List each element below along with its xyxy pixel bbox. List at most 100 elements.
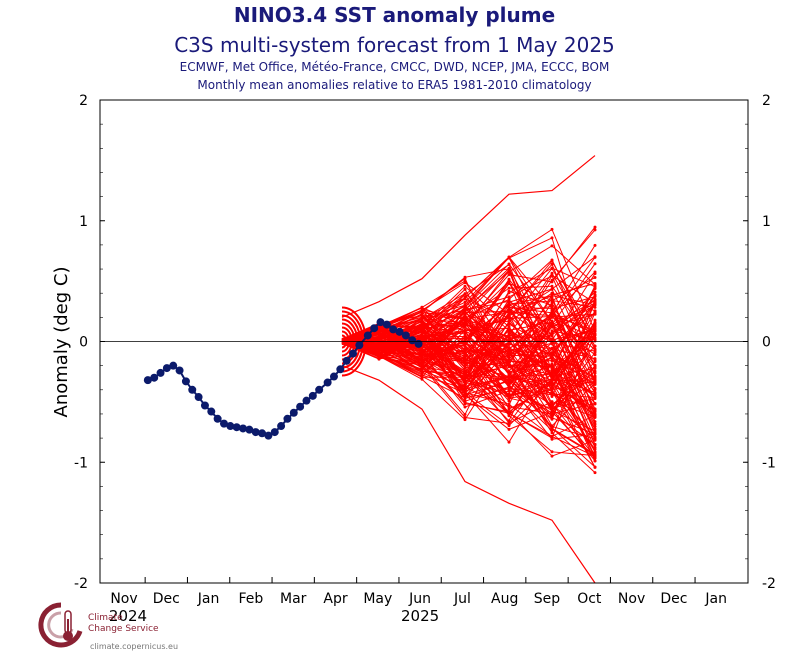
forecast-member-point bbox=[593, 382, 597, 386]
forecast-member-point bbox=[463, 284, 467, 288]
forecast-member-point bbox=[507, 421, 511, 425]
y-tick-label: 0 bbox=[79, 335, 88, 351]
observed-point bbox=[289, 408, 298, 417]
y-tick-label: -2 bbox=[74, 576, 88, 592]
observed-point bbox=[401, 331, 410, 340]
forecast-member-point bbox=[593, 402, 597, 406]
observed-point bbox=[355, 341, 364, 350]
forecast-member-point bbox=[593, 270, 597, 274]
forecast-member-point bbox=[463, 412, 467, 416]
systems-list: ECMWF, Met Office, Météo-France, CMCC, D… bbox=[179, 60, 610, 74]
forecast-member-point bbox=[593, 465, 597, 469]
forecast-member-point bbox=[377, 341, 381, 345]
forecast-member-point bbox=[593, 420, 597, 424]
forecast-member-point bbox=[463, 396, 467, 400]
forecast-member-point bbox=[463, 329, 467, 333]
forecast-member-point bbox=[593, 225, 597, 229]
observed-point bbox=[382, 320, 391, 329]
x-tick-label: Aug bbox=[491, 591, 518, 607]
forecast-member-point bbox=[550, 412, 554, 416]
forecast-member-point bbox=[550, 311, 554, 315]
x-tick-label: Nov bbox=[110, 591, 137, 607]
forecast-lower-member bbox=[341, 365, 596, 584]
forecast-member-point bbox=[593, 414, 597, 418]
forecast-member-point bbox=[463, 310, 467, 314]
observed-point bbox=[213, 414, 222, 423]
forecast-member-point bbox=[420, 349, 424, 353]
forecast-member-point bbox=[507, 359, 511, 363]
observed-point bbox=[207, 407, 216, 416]
forecast-member-point bbox=[377, 338, 381, 342]
y-tick-label-right: -1 bbox=[762, 455, 776, 471]
forecast-member-point bbox=[593, 309, 597, 313]
forecast-member-point bbox=[463, 362, 467, 366]
forecast-member-point bbox=[507, 262, 511, 266]
forecast-member-point bbox=[550, 372, 554, 376]
forecast-member-point bbox=[507, 407, 511, 411]
forecast-member-point bbox=[507, 346, 511, 350]
forecast-member-point bbox=[463, 296, 467, 300]
observed-point bbox=[264, 431, 273, 440]
forecast-member-point bbox=[463, 317, 467, 321]
forecast-member-point bbox=[593, 392, 597, 396]
axes: -2 -2 -1 -1 0 0 1 1 2 2 Anomaly (deg C) Nov Dec Jan Fe… bbox=[51, 93, 776, 625]
forecast-member-point bbox=[420, 377, 424, 381]
forecast-member-point bbox=[550, 380, 554, 384]
forecast-member-point bbox=[507, 381, 511, 385]
x-tick-label: Feb bbox=[239, 591, 264, 607]
forecast-member-point bbox=[507, 307, 511, 311]
forecast-member-point bbox=[507, 302, 511, 306]
forecast-member-point bbox=[463, 405, 467, 409]
forecast-member-point bbox=[593, 427, 597, 431]
forecast-member-point bbox=[593, 228, 597, 232]
forecast-member-point bbox=[507, 369, 511, 373]
forecast-member-point bbox=[420, 310, 424, 314]
forecast-member-point bbox=[550, 370, 554, 374]
forecast-member-point bbox=[550, 408, 554, 412]
observed-point bbox=[302, 396, 311, 405]
observed-point bbox=[258, 429, 267, 438]
forecast-member-point bbox=[593, 445, 597, 449]
forecast-member-point bbox=[550, 259, 554, 263]
forecast-member-point bbox=[377, 332, 381, 336]
forecast-member-point bbox=[550, 293, 554, 297]
forecast-member-point bbox=[507, 332, 511, 336]
forecast-member-point bbox=[593, 365, 597, 369]
forecast-member-point bbox=[507, 270, 511, 274]
forecast-member-point bbox=[463, 366, 467, 370]
forecast-member-point bbox=[463, 275, 467, 279]
observed-point bbox=[156, 368, 165, 377]
forecast-member-point bbox=[593, 442, 597, 446]
forecast-member-point bbox=[420, 362, 424, 366]
forecast-member-point bbox=[507, 322, 511, 326]
logo-line2: Change Service bbox=[88, 624, 159, 634]
forecast-member-point bbox=[550, 374, 554, 378]
forecast-member-point bbox=[463, 322, 467, 326]
y-tick-label-right: 1 bbox=[762, 214, 771, 230]
forecast-member-point bbox=[507, 414, 511, 418]
forecast-member-point bbox=[507, 363, 511, 367]
forecast-member-point bbox=[593, 371, 597, 375]
observed-point bbox=[315, 385, 324, 394]
forecast-member-point bbox=[593, 407, 597, 411]
forecast-member-point bbox=[593, 305, 597, 309]
forecast-member-point bbox=[463, 380, 467, 384]
forecast-member-point bbox=[463, 418, 467, 422]
thermometer-logo-icon bbox=[38, 602, 83, 648]
observed-point bbox=[283, 414, 292, 423]
forecast-member-point bbox=[593, 281, 597, 285]
forecast-member-point bbox=[593, 297, 597, 301]
forecast-member-point bbox=[463, 279, 467, 283]
observed-point bbox=[296, 402, 305, 411]
forecast-member-point bbox=[420, 373, 424, 377]
observed-point bbox=[226, 422, 235, 431]
forecast-member-point bbox=[463, 335, 467, 339]
forecast-member-point bbox=[377, 347, 381, 351]
y-tick-label: -1 bbox=[74, 455, 88, 471]
forecast-member-point bbox=[420, 375, 424, 379]
observed-point bbox=[370, 324, 379, 333]
climatology-note: Monthly mean anomalies relative to ERA5 … bbox=[197, 78, 592, 92]
x-tick-label: Nov bbox=[618, 591, 645, 607]
observed-point bbox=[239, 424, 248, 433]
forecast-member-point bbox=[463, 287, 467, 291]
